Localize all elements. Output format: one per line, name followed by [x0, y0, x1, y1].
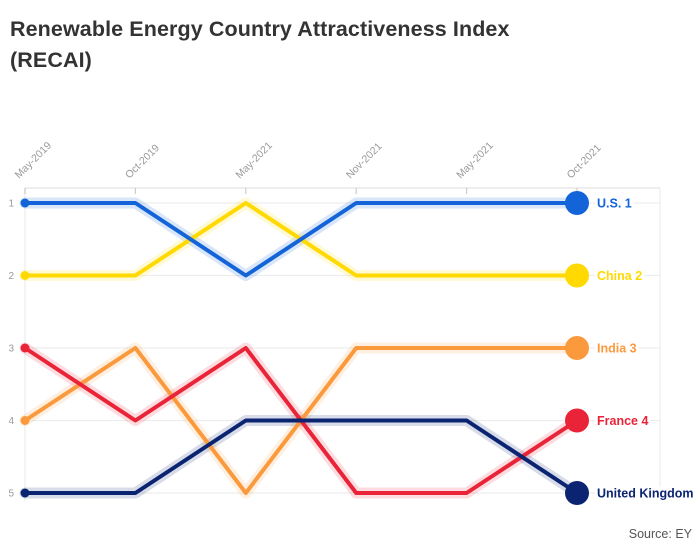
series-line-u-s: [23, 201, 579, 278]
x-tick-label: Nov-2021: [344, 140, 385, 181]
x-tick-label: Oct-2019: [123, 142, 162, 181]
y-tick-label-5: 5: [8, 489, 14, 500]
start-dot-china: [20, 271, 30, 280]
page-title-line2: (RECAI): [10, 48, 92, 72]
series-halo-united-kingdom: [19, 415, 583, 499]
end-dot-france: [565, 408, 589, 433]
start-dot-u-s: [20, 198, 30, 208]
end-label-bg: [595, 486, 696, 501]
source-note: Source: EY: [628, 527, 692, 541]
end-dot-u-s: [565, 191, 589, 215]
y-tick-label-2: 2: [8, 271, 14, 282]
page-title-line1: Renewable Energy Country Attractiveness …: [10, 17, 510, 41]
end-label-u-s: U.S. 1: [597, 197, 632, 211]
y-tick-label-1: 1: [8, 199, 14, 210]
start-dot-france: [20, 343, 30, 353]
x-tick-label: May-2021: [233, 140, 275, 182]
end-label-india: India 3: [597, 342, 637, 356]
start-dot-india: [20, 416, 30, 425]
series-line-united-kingdom: [23, 418, 579, 495]
recai-chart-svg: May-2019 Oct-2019 May-2021 Nov-2021 May-2021…: [8, 140, 696, 505]
start-dot-united-kingdom: [20, 488, 30, 498]
page-title: Renewable Energy Country Attractiveness …: [10, 14, 630, 76]
x-tick-label: May-2021: [454, 140, 496, 182]
end-dot-india: [565, 336, 589, 360]
recai-chart: May-2019 Oct-2019 May-2021 Nov-2021 May-2021…: [0, 130, 700, 530]
y-tick-label-3: 3: [8, 344, 14, 355]
y-tick-label-4: 4: [8, 416, 14, 427]
end-label-united-kingdom: United Kingdom: [597, 487, 694, 501]
x-tick-label: May-2019: [13, 140, 55, 182]
end-dot-china: [565, 263, 589, 288]
end-dot-united-kingdom: [565, 481, 589, 505]
end-label-china: China 2: [597, 269, 642, 283]
end-label-bg: [595, 414, 651, 428]
end-label-bg: [595, 341, 639, 356]
end-label-france: France 4: [597, 414, 648, 428]
x-tick-label: Oct-2021: [565, 142, 604, 181]
end-label-bg: [595, 196, 634, 211]
end-label-bg: [595, 269, 645, 283]
